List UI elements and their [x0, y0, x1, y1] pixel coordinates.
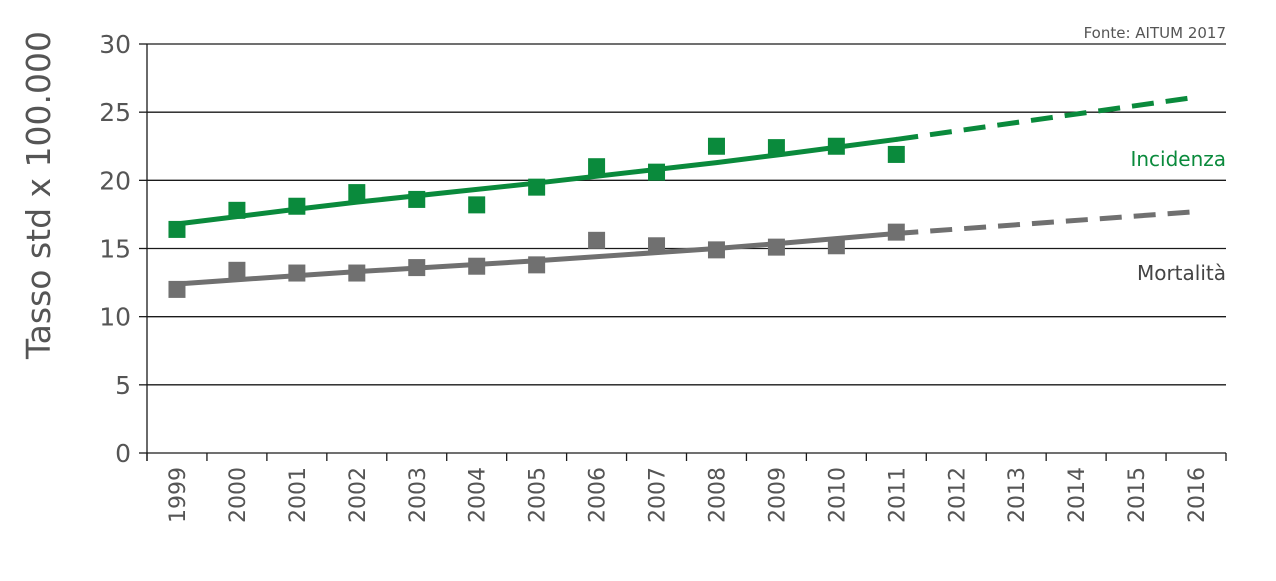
x-tick-label: 2007 — [646, 467, 671, 523]
data-point — [228, 201, 246, 219]
data-point — [288, 197, 306, 215]
x-tick-label: 2001 — [286, 467, 311, 523]
x-tick-label: 2006 — [586, 467, 611, 523]
x-tick-label: 2009 — [765, 467, 790, 523]
data-point — [827, 137, 845, 155]
series-label: Mortalità — [1137, 261, 1226, 285]
x-tick-label: 2000 — [226, 467, 251, 523]
x-tick-label: 2014 — [1065, 467, 1090, 523]
data-point — [408, 259, 426, 277]
data-point — [228, 261, 246, 279]
data-point — [887, 223, 905, 241]
y-axis-ticks: 0 5 10 15 20 25 30 — [99, 30, 147, 468]
y-axis-label: Tasso std x 100.000 — [19, 31, 58, 360]
data-point — [707, 241, 725, 259]
y-tick-label: 5 — [115, 371, 131, 400]
series-layer: Incidenza Mortalità — [168, 94, 1226, 298]
data-point — [348, 264, 366, 282]
series-mortalità: Mortalità — [168, 209, 1226, 298]
data-point — [168, 280, 186, 298]
x-tick-label: 2002 — [346, 467, 371, 523]
y-tick-label: 30 — [99, 30, 131, 59]
data-point — [528, 256, 546, 274]
data-point — [767, 238, 785, 256]
data-point — [648, 163, 666, 181]
series-incidenza: Incidenza — [168, 94, 1226, 238]
x-tick-label: 1999 — [166, 467, 191, 523]
x-tick-label: 2005 — [526, 467, 551, 523]
data-point — [588, 231, 606, 249]
data-point — [707, 137, 725, 155]
data-point — [468, 196, 486, 214]
x-tick-label: 2015 — [1125, 467, 1150, 523]
y-tick-label: 0 — [115, 439, 131, 468]
data-point — [168, 220, 186, 238]
data-point — [588, 158, 606, 176]
x-tick-label: 2003 — [406, 467, 431, 523]
data-point — [528, 178, 546, 196]
projection-line — [896, 209, 1197, 236]
y-tick-label: 15 — [99, 235, 131, 264]
data-point — [408, 190, 426, 208]
x-tick-label: 2012 — [945, 467, 970, 523]
data-point — [348, 184, 366, 202]
series-label: Incidenza — [1130, 147, 1226, 171]
y-tick-label: 20 — [99, 166, 131, 195]
x-tick-label: 2008 — [705, 467, 730, 523]
data-point — [648, 237, 666, 255]
gridlines — [147, 43, 1226, 386]
data-point — [887, 145, 905, 163]
x-axis-ticks: 1999 2000 2001 2002 2003 2004 2005 2006 2007 2008… — [146, 453, 1227, 523]
x-tick-label: 2013 — [1005, 467, 1030, 523]
data-point — [468, 257, 486, 275]
x-tick-label: 2004 — [466, 467, 491, 523]
x-tick-label: 2010 — [825, 467, 850, 523]
data-point — [767, 139, 785, 157]
source-note: Fonte: AITUM 2017 — [1084, 24, 1226, 42]
y-tick-label: 25 — [99, 98, 131, 127]
data-point — [827, 237, 845, 255]
y-tick-label: 10 — [99, 303, 131, 332]
x-tick-label: 2011 — [885, 467, 910, 523]
x-tick-label: 2016 — [1185, 467, 1210, 523]
projection-line — [895, 94, 1197, 142]
data-point — [288, 264, 306, 282]
